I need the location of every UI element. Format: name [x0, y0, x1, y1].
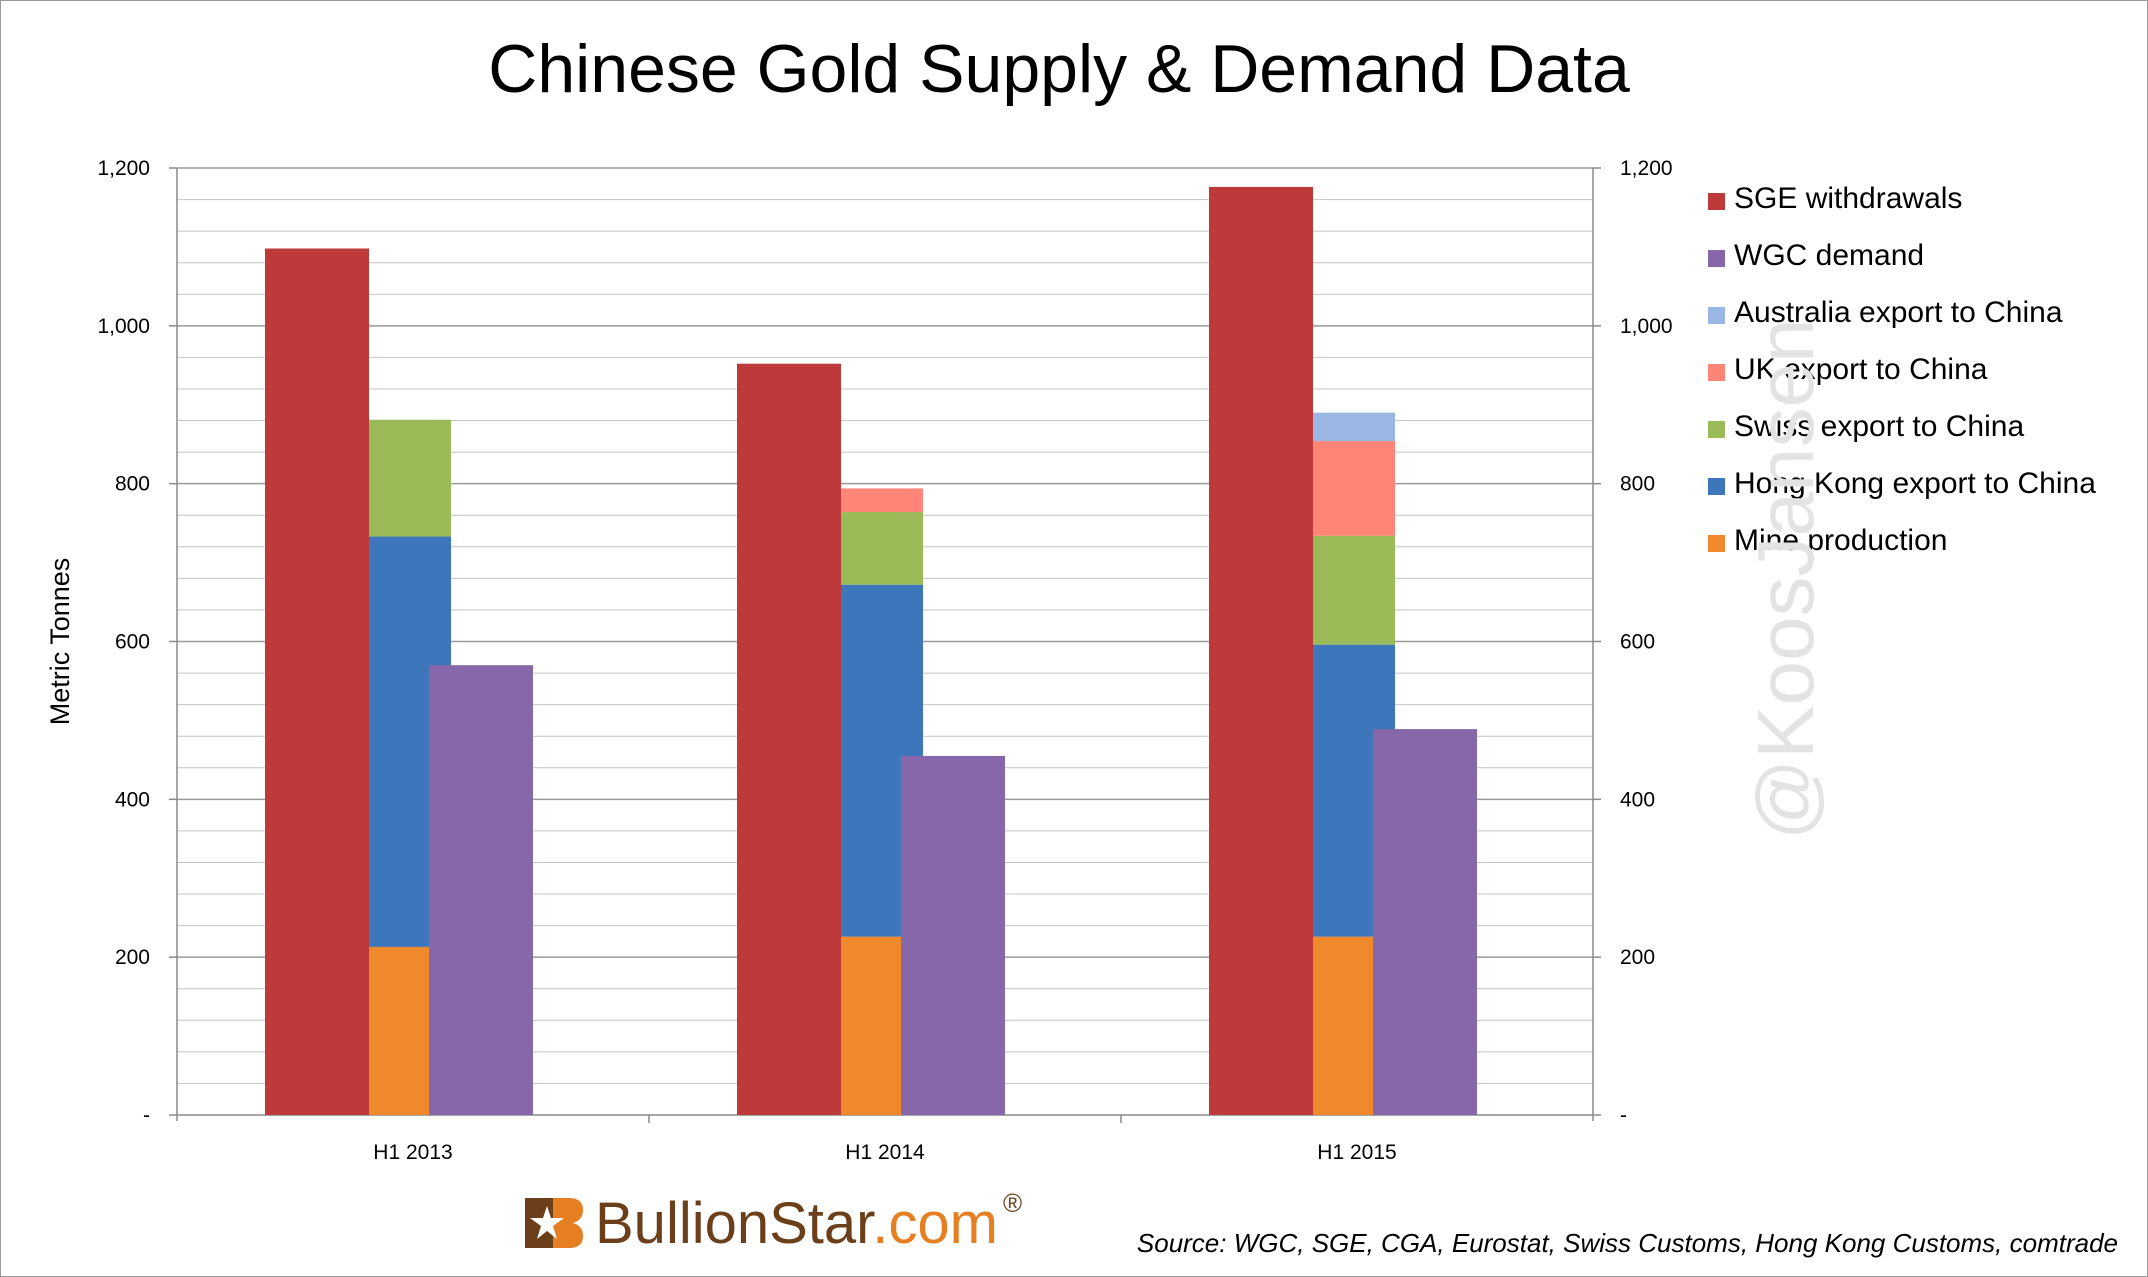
brand-domain: .com: [872, 1191, 998, 1256]
brand-name: BullionStar.com: [595, 1190, 998, 1257]
legend-swatch: [1708, 307, 1725, 324]
right-y-tick-label: 1,200: [1620, 157, 1673, 180]
y-axis-label: Metric Tonnes: [45, 558, 75, 726]
legend-swatch: [1708, 478, 1725, 495]
left-y-tick-label: 400: [115, 788, 150, 811]
legend-swatch: [1708, 421, 1725, 438]
legend-label: UK export to China: [1734, 353, 1988, 386]
legend-label: Swiss export to China: [1734, 410, 2025, 443]
bar-segment: [901, 755, 1005, 1115]
legend-label: Australia export to China: [1734, 296, 2063, 329]
left-y-tick-label: 1,200: [97, 157, 150, 180]
x-tick-label: H1 2014: [845, 1141, 925, 1164]
brand-text: BullionStar: [595, 1191, 873, 1256]
left-y-tick-label: 800: [115, 473, 150, 496]
right-y-tick-label: -: [1620, 1104, 1627, 1127]
right-y-tick-label: 1,000: [1620, 315, 1673, 338]
left-y-tick-label: -: [143, 1104, 150, 1127]
registered-mark: ®: [1003, 1188, 1023, 1218]
bar-segment: [265, 248, 369, 1115]
watermark: @KoosJansen: [1741, 318, 1830, 840]
x-tick-label: H1 2015: [1317, 1141, 1396, 1164]
legend-label: SGE withdrawals: [1734, 182, 1963, 215]
star-logo-icon: [525, 1198, 583, 1248]
source-note: Source: WGC, SGE, CGA, Eurostat, Swiss C…: [1136, 1228, 2118, 1258]
right-y-tick-label: 200: [1620, 946, 1655, 969]
right-y-tick-label: 400: [1620, 788, 1655, 811]
bar-segment: [737, 363, 841, 1115]
bar-segment: [429, 665, 533, 1115]
chart-title: Chinese Gold Supply & Demand Data: [488, 31, 1630, 107]
bar-segment: [1373, 729, 1477, 1115]
legend-swatch: [1708, 535, 1725, 552]
left-y-tick-label: 600: [115, 631, 150, 654]
bar-segment: [1209, 186, 1313, 1115]
legend-swatch: [1708, 193, 1725, 210]
legend-label: Hong Kong export to China: [1734, 467, 2096, 500]
legend-swatch: [1708, 250, 1725, 267]
left-y-tick-label: 200: [115, 946, 150, 969]
right-y-tick-label: 600: [1620, 631, 1655, 654]
left-y-tick-label: 1,000: [97, 315, 150, 338]
legend-swatch: [1708, 364, 1725, 381]
x-tick-label: H1 2013: [373, 1141, 452, 1164]
legend-label: WGC demand: [1734, 239, 1925, 272]
bar-segment: [819, 488, 923, 513]
legend-label: Mine production: [1734, 524, 1948, 557]
right-y-tick-label: 800: [1620, 473, 1655, 496]
